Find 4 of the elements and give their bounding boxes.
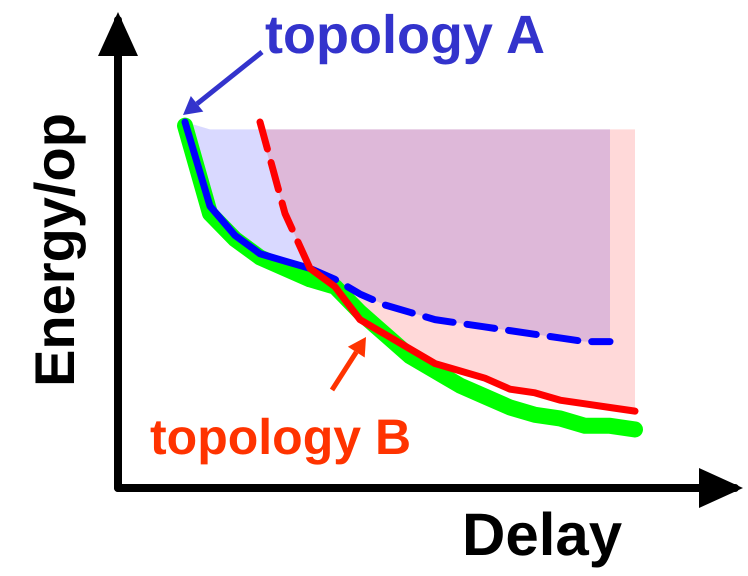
y-axis-title: Energy/op	[23, 113, 86, 387]
text: topology A	[265, 5, 545, 65]
annotation: topology B	[150, 409, 412, 465]
x-axis-title: Delay	[462, 501, 622, 568]
